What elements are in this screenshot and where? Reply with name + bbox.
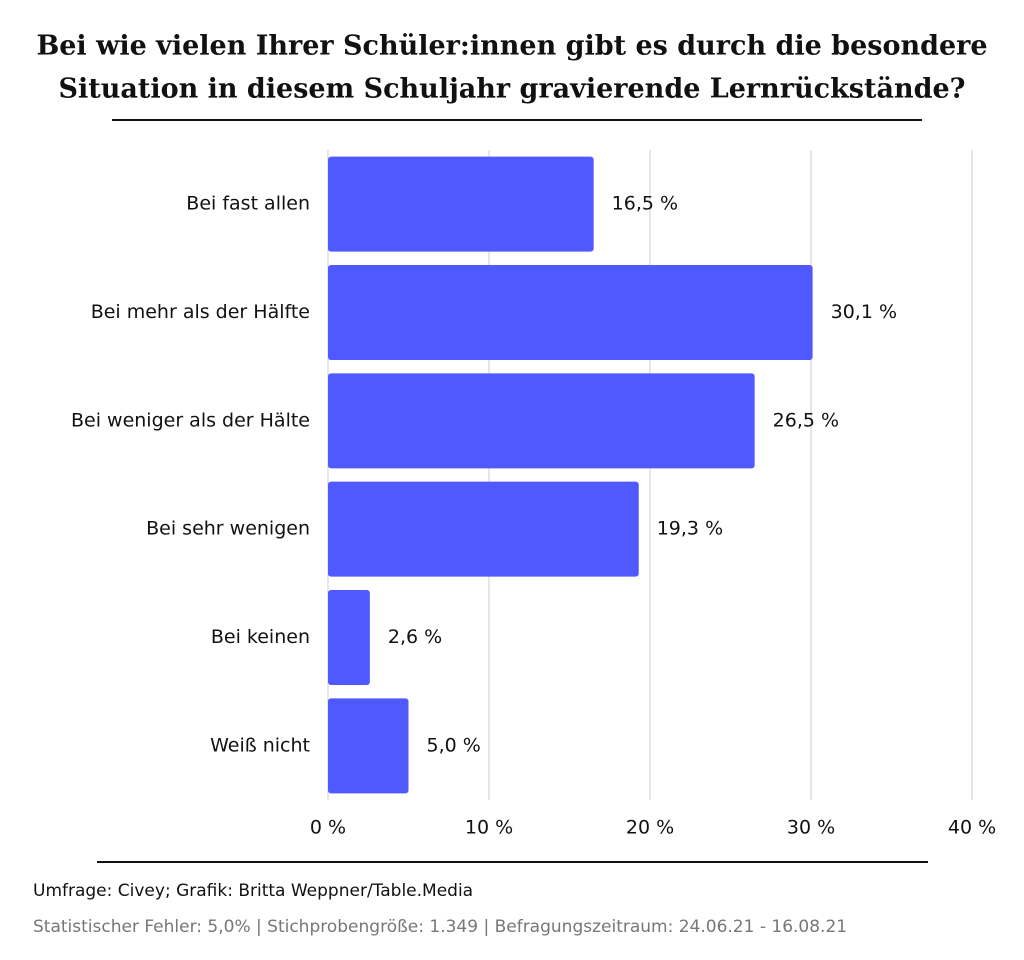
bar xyxy=(328,156,594,252)
y-tick-label: Bei weniger als der Hälte xyxy=(71,409,310,431)
y-tick-label: Weiß nicht xyxy=(210,734,310,756)
x-tick-label: 10 % xyxy=(465,817,513,839)
y-tick-label: Bei mehr als der Hälfte xyxy=(91,301,310,323)
source: Umfrage: Civey; Grafik: Britta Weppner/T… xyxy=(33,881,473,901)
bar xyxy=(328,265,813,360)
bar xyxy=(328,590,370,685)
bar xyxy=(328,698,409,794)
chart-title: Bei wie vielen Ihrer Schüler:innen gibt … xyxy=(36,31,987,62)
value-label: 2,6 % xyxy=(388,626,442,648)
note: Statistischer Fehler: 5,0% | Stichproben… xyxy=(33,917,847,937)
chart-title: Situation in diesem Schuljahr gravierend… xyxy=(59,74,966,105)
x-tick-label: 0 % xyxy=(310,817,346,839)
y-tick-label: Bei fast allen xyxy=(186,193,310,215)
value-label: 30,1 % xyxy=(831,301,897,323)
y-tick-label: Bei sehr wenigen xyxy=(146,518,310,540)
value-label: 5,0 % xyxy=(427,734,481,756)
value-label: 16,5 % xyxy=(612,193,678,215)
value-label: 26,5 % xyxy=(773,409,839,431)
x-tick-label: 20 % xyxy=(626,817,674,839)
value-label: 19,3 % xyxy=(657,518,723,540)
bar xyxy=(328,373,755,469)
x-tick-label: 30 % xyxy=(787,817,835,839)
x-tick-label: 40 % xyxy=(948,817,996,839)
bar xyxy=(328,481,639,577)
y-tick-label: Bei keinen xyxy=(211,626,310,648)
